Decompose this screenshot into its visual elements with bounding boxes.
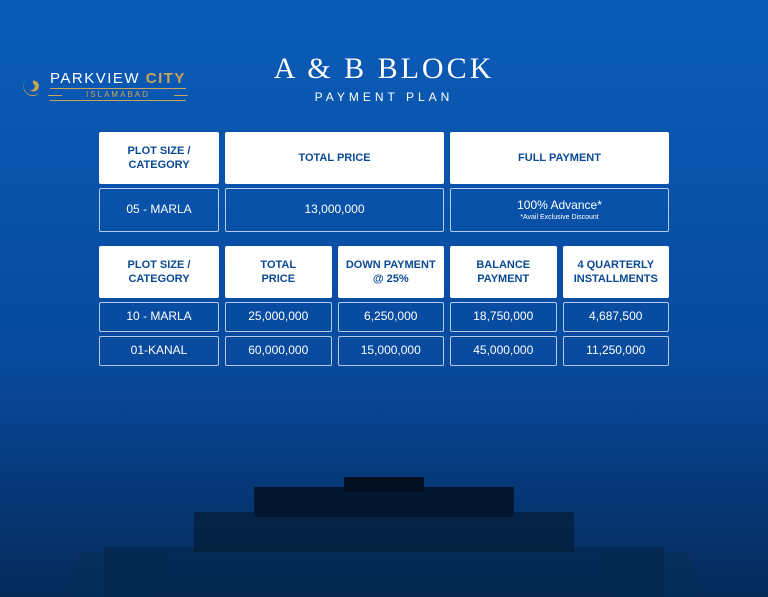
col-header-balance: BALANCE PAYMENT xyxy=(450,246,557,298)
payment-advance: 100% Advance* xyxy=(517,198,602,214)
col-header-plot-size: PLOT SIZE / CATEGORY xyxy=(99,246,219,298)
brand-logo: PARKVIEW CITY ISLAMABAD xyxy=(22,70,186,101)
cell-full-payment: 100% Advance* *Avail Exclusive Discount xyxy=(450,188,669,232)
cell-total-price: 13,000,000 xyxy=(225,188,444,232)
brand-part1: PARKVIEW xyxy=(50,70,140,87)
table-row: PLOT SIZE / CATEGORY TOTAL PRICE FULL PA… xyxy=(99,132,669,184)
header-line: @ 25% xyxy=(373,272,409,286)
brand-name: PARKVIEW CITY xyxy=(50,70,186,87)
building-shape xyxy=(344,477,424,492)
cell-plot-size: 05 - MARLA xyxy=(99,188,219,232)
header-line: PAYMENT xyxy=(477,272,529,286)
table-row: PLOT SIZE / CATEGORY TOTAL PRICE DOWN PA… xyxy=(99,246,669,298)
cell-total-price: 60,000,000 xyxy=(225,336,332,366)
header-line: CATEGORY xyxy=(128,158,189,172)
brand-part2: CITY xyxy=(146,70,186,87)
tables-container: PLOT SIZE / CATEGORY TOTAL PRICE FULL PA… xyxy=(99,132,669,366)
building-silhouette xyxy=(44,467,724,597)
cell-balance: 18,750,000 xyxy=(450,302,557,332)
table-row: 10 - MARLA 25,000,000 6,250,000 18,750,0… xyxy=(99,302,669,332)
cell-total-price: 25,000,000 xyxy=(225,302,332,332)
table-row: 05 - MARLA 13,000,000 100% Advance* *Ava… xyxy=(99,188,669,232)
table-2: PLOT SIZE / CATEGORY TOTAL PRICE DOWN PA… xyxy=(99,246,669,366)
header-line: PLOT SIZE / xyxy=(128,258,191,272)
col-header-down-payment: DOWN PAYMENT @ 25% xyxy=(338,246,445,298)
table-1: PLOT SIZE / CATEGORY TOTAL PRICE FULL PA… xyxy=(99,132,669,232)
cell-installments: 11,250,000 xyxy=(563,336,670,366)
col-header-total-price: TOTAL PRICE xyxy=(225,246,332,298)
building-shape xyxy=(254,487,514,517)
cell-balance: 45,000,000 xyxy=(450,336,557,366)
header-line: TOTAL xyxy=(260,258,296,272)
col-header-full-payment: FULL PAYMENT xyxy=(450,132,669,184)
header-line: PRICE xyxy=(261,272,295,286)
building-shape xyxy=(104,547,664,597)
header-line: CATEGORY xyxy=(128,272,189,286)
header-line: BALANCE xyxy=(476,258,530,272)
header-line: DOWN PAYMENT xyxy=(346,258,436,272)
cell-installments: 4,687,500 xyxy=(563,302,670,332)
col-header-plot-size: PLOT SIZE / CATEGORY xyxy=(99,132,219,184)
cell-down-payment: 6,250,000 xyxy=(338,302,445,332)
swirl-icon xyxy=(22,75,44,97)
table-row: 01-KANAL 60,000,000 15,000,000 45,000,00… xyxy=(99,336,669,366)
building-shape xyxy=(598,552,700,597)
building-shape xyxy=(194,512,574,552)
building-shape xyxy=(68,552,170,597)
header-line: INSTALLMENTS xyxy=(574,272,658,286)
brand-text: PARKVIEW CITY ISLAMABAD xyxy=(50,70,186,101)
cell-plot-size: 01-KANAL xyxy=(99,336,219,366)
col-header-total-price: TOTAL PRICE xyxy=(225,132,444,184)
header-line: PLOT SIZE / xyxy=(128,144,191,158)
cell-down-payment: 15,000,000 xyxy=(338,336,445,366)
cell-plot-size: 10 - MARLA xyxy=(99,302,219,332)
col-header-installments: 4 QUARTERLY INSTALLMENTS xyxy=(563,246,670,298)
header-line: 4 QUARTERLY xyxy=(577,258,654,272)
brand-subtitle: ISLAMABAD xyxy=(50,88,186,101)
payment-note: *Avail Exclusive Discount xyxy=(520,213,598,222)
